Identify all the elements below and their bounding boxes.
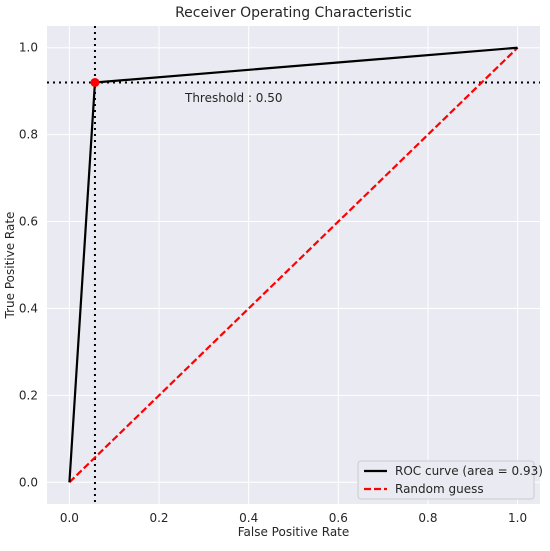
- x-axis-label: False Positive Rate: [238, 525, 350, 539]
- threshold-annotation: Threshold : 0.50: [184, 91, 283, 105]
- y-tick-label: 0.2: [19, 388, 38, 402]
- x-tick-label: 0.6: [329, 511, 348, 525]
- x-tick-label: 0.8: [418, 511, 437, 525]
- x-tick-label: 1.0: [508, 511, 527, 525]
- x-tick-label: 0.0: [60, 511, 79, 525]
- random-guess-line: [68, 46, 519, 484]
- legend-box: [357, 460, 535, 500]
- threshold-reference-lines: [47, 26, 540, 504]
- threshold-point-layer: [90, 77, 100, 87]
- chart-title: Receiver Operating Characteristic: [175, 5, 412, 21]
- legend-label-random: Random guess: [395, 482, 484, 496]
- y-tick-label: 0.4: [19, 301, 38, 315]
- y-tick-label: 1.0: [19, 41, 38, 55]
- legend-label-roc: ROC curve (area = 0.93): [395, 464, 543, 478]
- y-tick-label: 0.8: [19, 128, 38, 142]
- y-tick-label: 0.6: [19, 215, 38, 229]
- threshold-point: [90, 77, 100, 87]
- x-tick-label: 0.2: [149, 511, 168, 525]
- grid: [47, 26, 540, 504]
- y-tick-label: 0.0: [19, 475, 38, 489]
- legend: ROC curve (area = 0.93) Random guess: [357, 460, 543, 500]
- tick-labels: 0.0 0.2 0.4 0.6 0.8 1.0 0.0 0.2 0.4 0.6 0.8 1.0: [19, 41, 527, 525]
- y-axis-label: True Positive Rate: [3, 212, 17, 320]
- x-tick-label: 0.4: [239, 511, 258, 525]
